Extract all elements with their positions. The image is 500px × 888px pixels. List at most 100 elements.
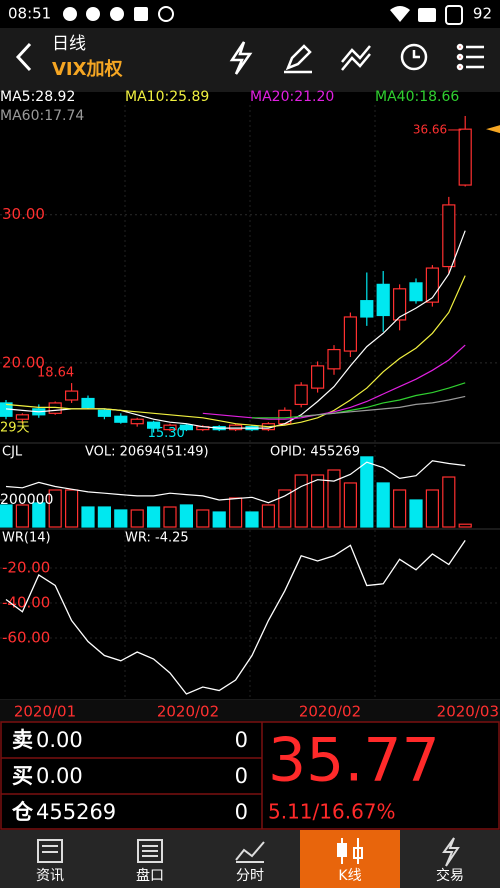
- volume-bar: [311, 474, 325, 528]
- candle-body: [179, 424, 193, 431]
- volume-bar: [81, 506, 95, 528]
- last-price: 35.77: [268, 726, 440, 796]
- volume-bar: [442, 476, 456, 528]
- price-change: 5.11/16.67%: [268, 800, 396, 824]
- candle-body: [81, 397, 95, 408]
- quote-row-qty: 0: [235, 728, 248, 752]
- tab-label[interactable]: 资讯: [36, 868, 64, 884]
- ma-line: [252, 382, 466, 419]
- date-axis-band: [0, 700, 500, 722]
- volume-bar: [278, 489, 292, 528]
- volume-bar: [294, 474, 308, 528]
- quote-row-label: 卖: [12, 728, 33, 752]
- volume-bar: [425, 489, 439, 528]
- date-label: 2020/03: [437, 703, 499, 721]
- ma-legend: MA40:18.66: [375, 89, 459, 105]
- volume-bar: [163, 506, 177, 528]
- ma-legend: MA60:17.74: [0, 108, 84, 124]
- status-battery: 92: [473, 5, 492, 23]
- quote-row-price: 455269: [36, 800, 116, 824]
- symbol-label: VIX加权: [52, 58, 124, 80]
- quote-row-price: 0.00: [36, 728, 83, 752]
- tab-label[interactable]: 分时: [236, 868, 264, 884]
- candle-body: [343, 316, 357, 352]
- tab-active-bg: [300, 830, 400, 888]
- tab-bar: [0, 830, 500, 888]
- volume-bar: [376, 482, 390, 528]
- status-time: 08:51: [8, 5, 51, 23]
- volume-bar: [48, 489, 62, 528]
- tab-label[interactable]: 交易: [436, 867, 464, 884]
- volume-bar: [393, 489, 407, 528]
- quote-row-label: 仓: [11, 800, 34, 824]
- candle-body: [64, 390, 79, 401]
- tab-icons: [37, 837, 460, 867]
- volume-bar: [343, 482, 357, 528]
- opid-legend: OPID: 455269: [270, 445, 360, 460]
- candle-body: [130, 418, 144, 425]
- volume-bar: [0, 504, 13, 528]
- flash-icon[interactable]: [229, 41, 253, 75]
- quote-row-label: 买: [12, 764, 33, 788]
- volume-bar: [130, 509, 144, 528]
- candle-body: [163, 424, 177, 431]
- candle-body: [147, 421, 161, 429]
- candle-body: [393, 288, 407, 321]
- low-label: 15.30: [148, 426, 185, 441]
- high-label: 36.66: [413, 122, 447, 136]
- edge-label: 29天: [0, 421, 30, 436]
- volume-bar: [196, 509, 210, 528]
- candle-body: [376, 283, 390, 317]
- volume-bar: [212, 511, 226, 528]
- volume-bar: [360, 456, 374, 528]
- status-icons: [63, 5, 463, 25]
- y-tick-label: -20.00: [2, 559, 50, 577]
- header-bar: [0, 28, 500, 92]
- wr-line: [5, 540, 466, 695]
- candle-body: [327, 348, 341, 370]
- high-label: 18.64: [37, 366, 74, 381]
- ma-line: [202, 344, 466, 420]
- clock-icon[interactable]: [400, 43, 428, 71]
- y-tick-label: 30.00: [2, 205, 45, 223]
- y-tick-label: 20.00: [2, 353, 45, 371]
- date-label: 2020/01: [14, 703, 76, 721]
- draw-icon[interactable]: [284, 44, 312, 74]
- back-button[interactable]: [15, 42, 32, 72]
- volume-bar: [245, 511, 259, 528]
- volume-bar: [32, 502, 46, 528]
- volume-bar: [114, 509, 128, 528]
- candle-body: [458, 128, 472, 186]
- tab-label[interactable]: 盘口: [136, 867, 164, 884]
- candle-body: [442, 204, 456, 268]
- vol-legend: VOL: 20694(51:49): [85, 445, 209, 460]
- candle-body: [15, 414, 29, 420]
- volume-bar: [229, 497, 243, 528]
- y-tick-label: 200000: [0, 492, 53, 508]
- quote-row-price: 0.00: [36, 764, 83, 788]
- menu-icon[interactable]: [466, 45, 484, 69]
- indicator-icon[interactable]: [341, 45, 371, 71]
- quote-row-qty: 0: [235, 764, 248, 788]
- volume-bar: [458, 523, 472, 528]
- candle-body: [229, 424, 243, 431]
- panel-title: CJL: [2, 445, 23, 460]
- ma-line: [5, 275, 466, 428]
- ma-legend: MA20:21.20: [250, 89, 334, 105]
- date-label: 2020/02: [157, 703, 219, 721]
- volume-bar: [147, 506, 161, 528]
- ma-line: [301, 395, 466, 417]
- volume-bar: [327, 469, 341, 528]
- volume-bar: [97, 506, 112, 528]
- ma-legend: MA5:28.92: [0, 89, 75, 105]
- quote-panel: [0, 722, 500, 830]
- quote-row-qty: 0: [235, 800, 248, 824]
- date-label: 2020/02: [299, 703, 361, 721]
- candle-body: [311, 365, 325, 389]
- volume-bar: [409, 499, 423, 528]
- tab-label[interactable]: K线: [338, 868, 361, 884]
- volume-bar: [261, 504, 275, 528]
- wr-legend: WR: -4.25: [125, 531, 189, 546]
